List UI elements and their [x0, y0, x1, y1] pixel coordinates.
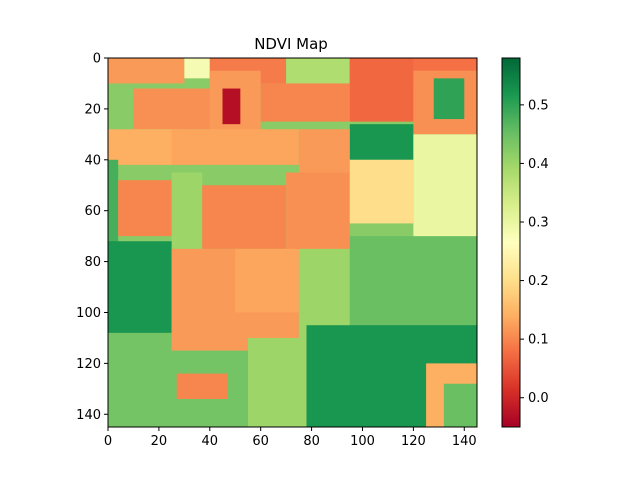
heatmap-region	[286, 172, 350, 262]
heatmap-region	[349, 124, 414, 160]
x-tick-label: 100	[350, 434, 375, 449]
colorbar-tick-label: 0.1	[528, 333, 549, 348]
heatmap-region	[433, 78, 465, 120]
colorbar-tick-label: 0.3	[528, 216, 549, 231]
heatmap-region	[176, 373, 228, 400]
y-tick-label: 20	[84, 102, 101, 117]
y-tick-label: 100	[76, 306, 101, 321]
x-tick-label: 120	[401, 434, 426, 449]
heatmap-region	[247, 337, 312, 427]
y-tick-label: 0	[93, 52, 101, 67]
heatmap-region	[260, 83, 350, 122]
heatmap-region	[184, 58, 210, 79]
colorbar	[501, 57, 521, 428]
heatmap-region	[202, 185, 287, 249]
y-tick-label: 60	[84, 204, 101, 219]
y-tick-label: 40	[84, 153, 101, 168]
heatmap-region	[108, 241, 172, 338]
heatmap-region	[349, 236, 477, 338]
heatmap-region	[108, 332, 172, 427]
y-axis: 0 20 40 60 80 100 120 140	[76, 52, 108, 423]
x-axis: 0 20 40 60 80 100 120 140	[104, 427, 477, 449]
heatmap-region	[349, 58, 414, 122]
y-tick-label: 120	[76, 357, 101, 372]
y-tick-label: 80	[84, 255, 101, 270]
x-tick-label: 140	[452, 434, 477, 449]
x-tick-label: 20	[151, 434, 168, 449]
colorbar-tick-label: 0.2	[528, 274, 549, 289]
heatmap-region	[108, 58, 185, 84]
y-tick-label: 140	[76, 408, 101, 423]
heatmap-region	[108, 129, 185, 165]
heatmap-region	[118, 180, 172, 237]
heatmap-region	[235, 248, 299, 313]
heatmap-region	[171, 172, 203, 262]
x-tick-label: 80	[303, 434, 320, 449]
heatmap-image	[108, 58, 477, 427]
heatmap-region	[222, 88, 241, 125]
x-tick-label: 0	[104, 434, 112, 449]
colorbar-tick-label: 0.0	[528, 391, 549, 406]
heatmap-region	[298, 248, 350, 338]
colorbar-tick-label: 0.4	[528, 157, 549, 172]
heatmap-region	[171, 129, 299, 165]
plot-frame	[107, 57, 478, 428]
x-tick-label: 40	[202, 434, 219, 449]
colorbar-axis: 0.0 0.1 0.2 0.3 0.4 0.5	[520, 98, 549, 406]
colorbar-tick-label: 0.5	[528, 98, 549, 113]
heatmap-region	[349, 159, 414, 224]
heatmap-region	[443, 383, 477, 427]
heatmap-region	[133, 88, 210, 130]
chart-title: NDVI Map	[254, 35, 328, 53]
x-tick-label: 60	[252, 434, 269, 449]
heatmap-region	[286, 58, 350, 84]
